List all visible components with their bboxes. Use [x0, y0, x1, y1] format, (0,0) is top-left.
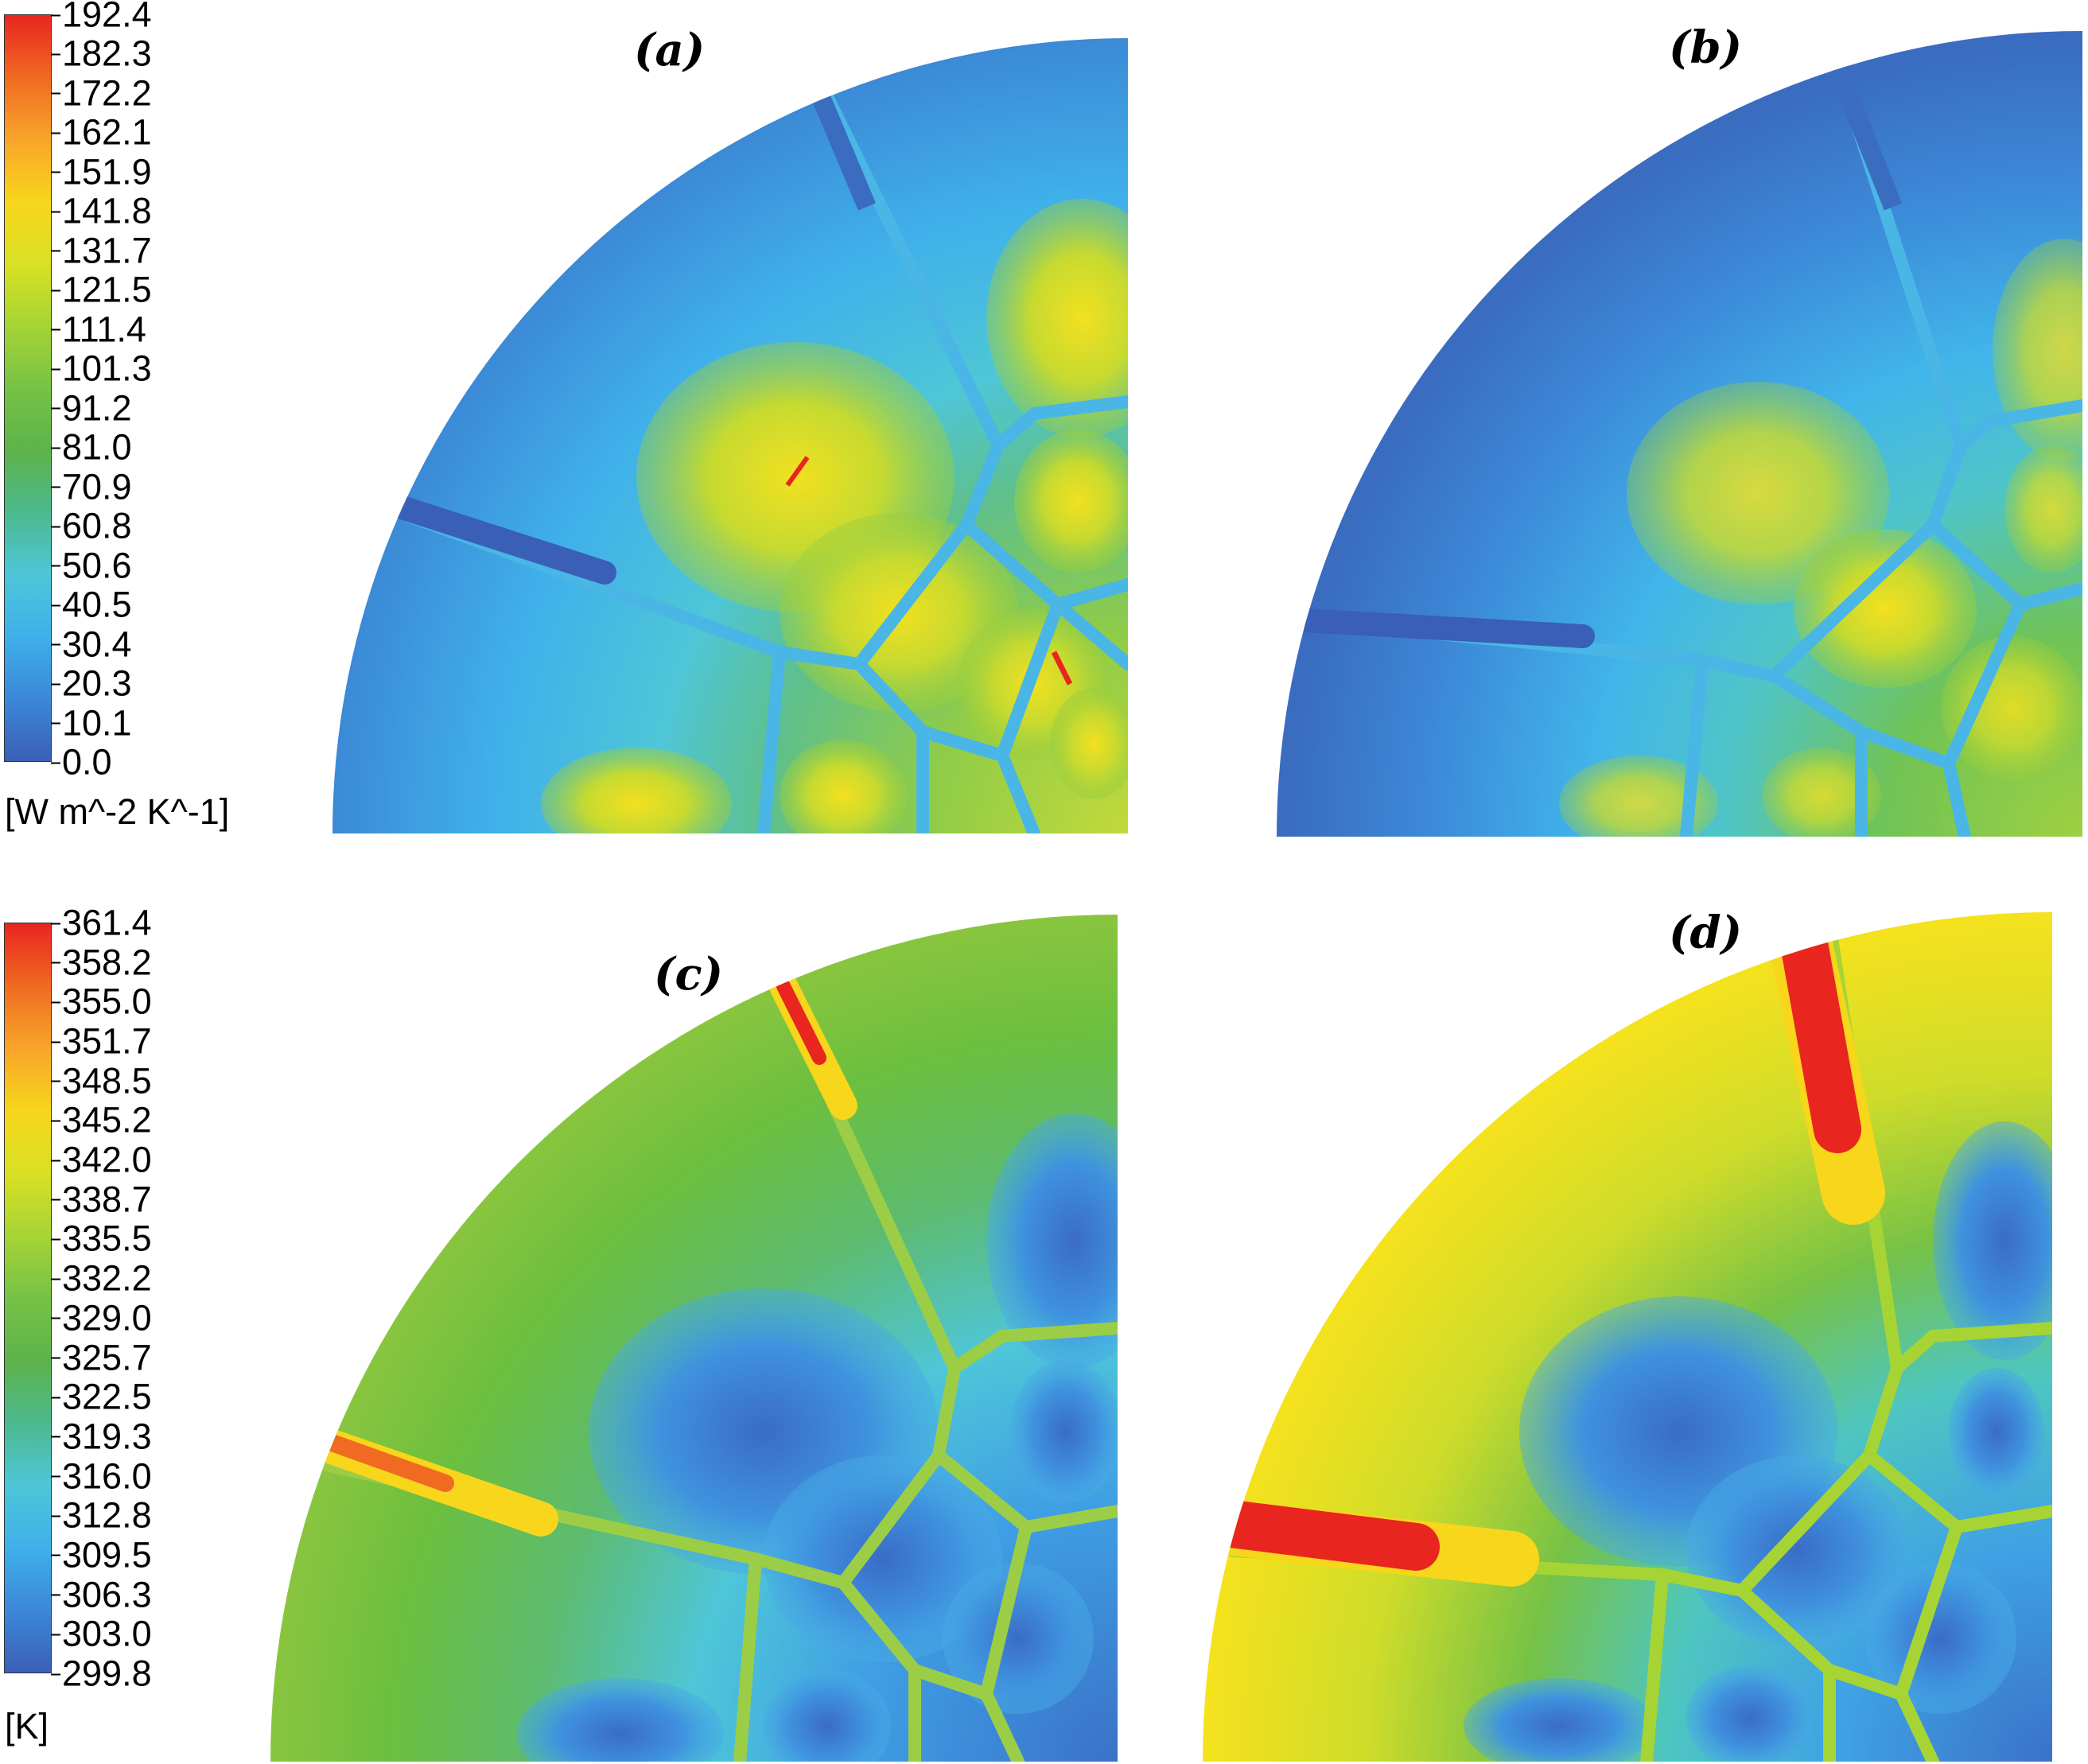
htc-tick: 141.8: [51, 190, 152, 231]
panel-c-label: (c): [654, 948, 724, 1001]
temperature-tick: 355.0: [51, 981, 152, 1022]
temperature-tick: 338.7: [51, 1179, 152, 1220]
temperature-tick: 322.5: [51, 1376, 152, 1417]
panel-c-contour: [270, 915, 1118, 1762]
htc-tick: 101.3: [51, 348, 152, 389]
panel-b-label: (b): [1669, 21, 1743, 74]
temperature-tick: 342.0: [51, 1139, 152, 1180]
temperature-tick: 312.8: [51, 1494, 152, 1536]
htc-tick: 50.6: [51, 545, 132, 586]
temperature-tick: 303.0: [51, 1613, 152, 1654]
htc-tick: 91.2: [51, 387, 132, 429]
panel-b-contour: [1277, 31, 2082, 837]
temperature-tick: 361.4: [51, 902, 152, 943]
temperature-tick: 306.3: [51, 1574, 152, 1615]
temperature-tick: 351.7: [51, 1020, 152, 1062]
htc-tick: 121.5: [51, 269, 152, 310]
temperature-tick: 358.2: [51, 942, 152, 983]
temperature-tick: 348.5: [51, 1060, 152, 1102]
temperature-tick: 316.0: [51, 1455, 152, 1497]
temperature-tick: 325.7: [51, 1337, 152, 1378]
panel-a-contour: [332, 38, 1128, 833]
htc-tick: 172.2: [51, 72, 152, 114]
temperature-tick: 345.2: [51, 1099, 152, 1140]
htc-tick: 10.1: [51, 702, 132, 744]
htc-tick: 192.4: [51, 0, 152, 33]
temperature-unit-label: [K]: [5, 1706, 49, 1747]
temperature-tick: 309.5: [51, 1534, 152, 1576]
htc-tick: 70.9: [51, 466, 132, 507]
temperature-tick: 332.2: [51, 1257, 152, 1299]
temperature-tick: 335.5: [51, 1218, 152, 1259]
htc-tick: 20.3: [51, 662, 132, 704]
panel-a-label: (a): [634, 24, 706, 76]
htc-tick: 0.0: [51, 741, 112, 783]
temperature-tick: 299.8: [51, 1653, 152, 1694]
temperature-tick: 319.3: [51, 1416, 152, 1457]
htc-tick: 40.5: [51, 584, 132, 625]
htc-tick: 111.4: [51, 309, 146, 350]
htc-colorbar: [4, 14, 52, 762]
htc-tick: 81.0: [51, 426, 132, 468]
panel-d-label: (d): [1669, 907, 1743, 959]
htc-tick: 182.3: [51, 33, 152, 74]
htc-tick: 131.7: [51, 230, 152, 271]
temperature-colorbar: [4, 923, 52, 1673]
htc-tick: 151.9: [51, 151, 152, 192]
htc-unit-label: [W m^-2 K^-1]: [5, 791, 230, 832]
htc-tick: 60.8: [51, 505, 132, 546]
panel-d-contour: [1203, 912, 2052, 1762]
htc-tick: 162.1: [51, 111, 152, 153]
htc-tick: 30.4: [51, 624, 132, 665]
temperature-tick: 329.0: [51, 1297, 152, 1339]
